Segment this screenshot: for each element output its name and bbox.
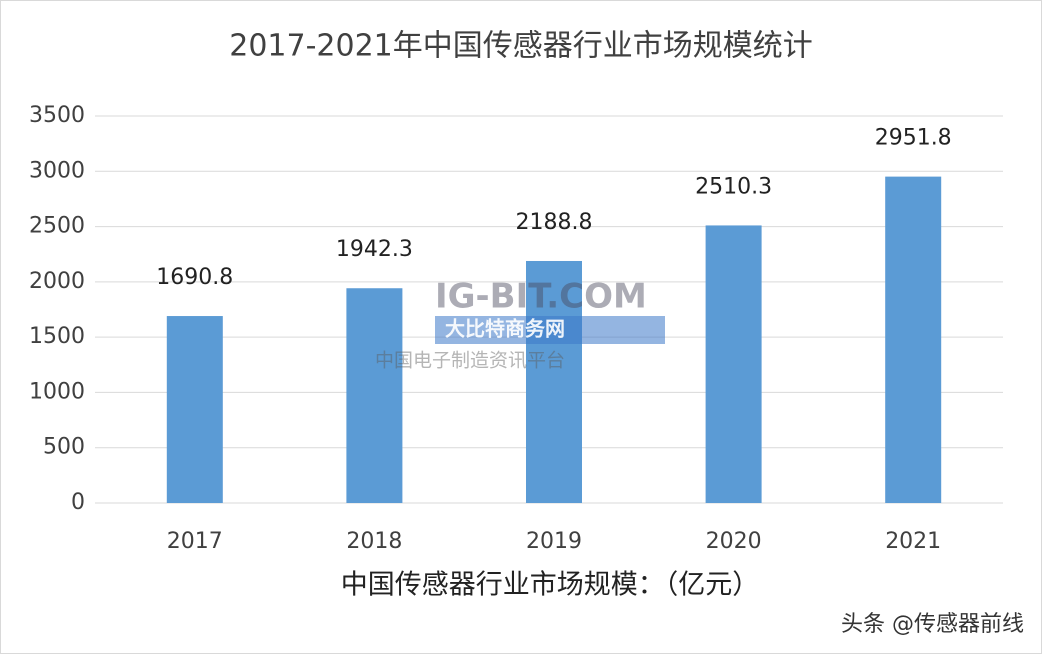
bar	[526, 260, 582, 503]
y-tick-label: 0	[71, 490, 85, 515]
source: 头条 @传感器前线	[841, 612, 1024, 637]
y-tick-label: 2000	[29, 269, 85, 294]
x-tick-label: 2019	[526, 529, 582, 554]
x-axis-label: 中国传感器行业市场规模：（亿元）	[341, 570, 760, 601]
x-tick-label: 2018	[346, 529, 402, 554]
x-tick-label: 2021	[885, 529, 941, 554]
x-tick-label: 2017	[167, 529, 223, 554]
bar	[705, 225, 762, 503]
x-tick-label: 2020	[706, 529, 762, 554]
watermark-band	[435, 316, 665, 344]
watermark: 大比特商务网	[445, 317, 565, 341]
watermark: IG-BIT.COM	[435, 277, 647, 317]
y-tick-label: 1000	[29, 379, 85, 404]
y-tick-label: 1500	[29, 324, 85, 349]
y-tick-label: 500	[43, 435, 85, 460]
y-tick-label: 2500	[29, 214, 85, 239]
value-label: 2951.8	[875, 126, 952, 151]
bar	[346, 288, 403, 503]
value-label: 1942.3	[336, 237, 413, 262]
chart-title: 2017-2021年中国传感器行业市场规模统计	[229, 29, 813, 64]
bar	[885, 176, 942, 504]
y-tick-label: 3500	[29, 103, 85, 128]
value-label: 1690.8	[156, 265, 233, 290]
value-label: 2510.3	[695, 174, 772, 199]
y-tick-label: 3000	[29, 158, 85, 183]
value-label: 2188.8	[516, 210, 593, 235]
watermark: 中国电子制造资讯平台	[375, 350, 565, 372]
bar	[166, 316, 223, 503]
